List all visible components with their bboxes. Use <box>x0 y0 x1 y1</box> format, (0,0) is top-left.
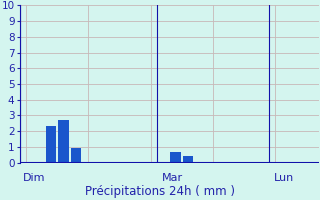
Text: Mar: Mar <box>162 173 183 183</box>
Text: Précipitations 24h ( mm ): Précipitations 24h ( mm ) <box>85 185 235 198</box>
Bar <box>71 148 81 163</box>
Text: Dim: Dim <box>23 173 45 183</box>
Bar <box>183 156 193 163</box>
Bar <box>170 152 181 163</box>
Text: Lun: Lun <box>274 173 294 183</box>
Bar <box>58 120 69 163</box>
Bar <box>46 126 56 163</box>
